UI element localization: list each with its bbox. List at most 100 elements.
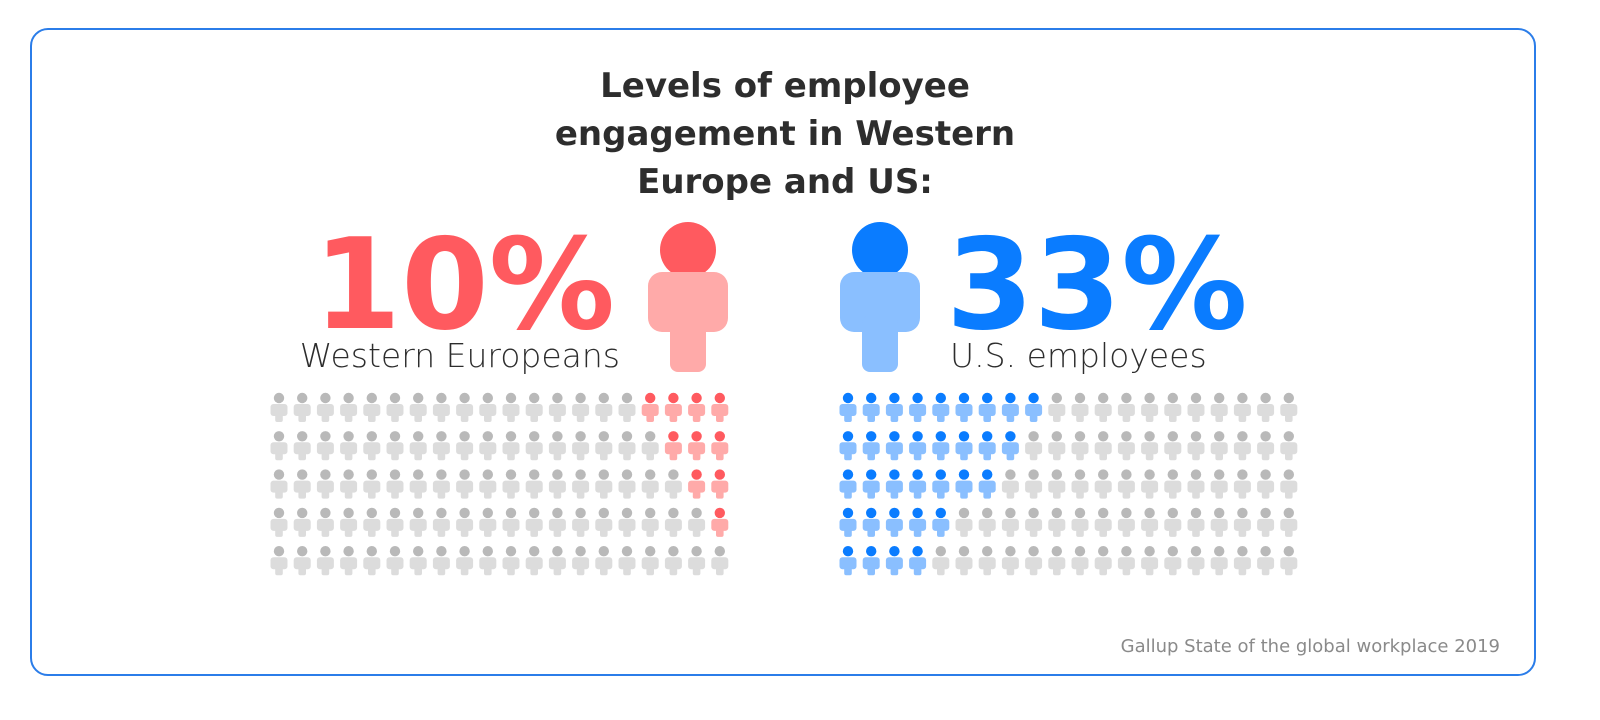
person-body [1141, 404, 1159, 416]
person-icon [595, 392, 613, 422]
person-legs [1215, 566, 1223, 576]
person-body [1094, 480, 1112, 493]
person-icon [409, 469, 427, 499]
person-icon [432, 507, 450, 537]
value-label: 33% [946, 211, 1248, 358]
person-head [413, 469, 424, 480]
person-head [482, 392, 493, 404]
person-body [502, 480, 520, 493]
person-body [572, 557, 590, 570]
person-head [459, 507, 470, 519]
person-legs [344, 413, 353, 422]
person-icon [688, 546, 706, 576]
person-head [320, 431, 331, 442]
person-icon [432, 392, 450, 422]
person-legs [623, 413, 631, 422]
person-head [1121, 469, 1132, 480]
person-body [316, 404, 334, 416]
person-legs [913, 489, 922, 499]
person-head [297, 507, 308, 519]
person-body [664, 480, 682, 493]
person-icon [1233, 507, 1251, 537]
person-legs [275, 451, 283, 461]
highlighted-person [909, 507, 927, 537]
person-head [912, 469, 923, 480]
person-body [1280, 442, 1298, 455]
person-body [525, 557, 543, 570]
person-icon [1001, 507, 1019, 537]
person-legs [368, 413, 376, 422]
person-head [621, 431, 633, 442]
person-body [885, 518, 903, 531]
person-legs [890, 566, 899, 576]
person-body [1187, 557, 1205, 570]
person-body [1048, 557, 1066, 570]
person-icon [1048, 392, 1066, 422]
person-icon [316, 392, 334, 422]
person-icon [1210, 392, 1228, 422]
person-head [413, 431, 424, 442]
person-legs [844, 566, 852, 576]
person-icon [1164, 392, 1182, 422]
person-body [548, 442, 566, 455]
person-icon [1164, 507, 1182, 537]
person-body [618, 404, 636, 416]
person-head [529, 469, 540, 480]
person-head [1051, 469, 1063, 480]
person-legs [937, 451, 945, 461]
person-icon [595, 469, 613, 499]
person-body [932, 480, 950, 493]
person-head [297, 431, 308, 442]
highlighted-person [862, 431, 880, 461]
person-legs [1169, 489, 1177, 499]
person-legs [321, 413, 330, 422]
person-head [1005, 431, 1016, 442]
source: Gallup State of the global workplace 201… [1120, 636, 1500, 657]
person-icon [456, 507, 474, 537]
person-icon [1210, 431, 1228, 461]
person-legs [460, 489, 469, 499]
person-head [1098, 431, 1109, 442]
person-head [598, 469, 609, 480]
person-legs [1285, 527, 1293, 537]
person-icon [363, 469, 381, 499]
person-body [932, 557, 950, 570]
person-legs [1006, 489, 1015, 499]
person-head [1190, 431, 1202, 442]
person-legs [1145, 566, 1154, 576]
person-head [552, 507, 563, 519]
person-body [932, 442, 950, 455]
person-legs [844, 413, 852, 422]
person-body [955, 480, 973, 493]
person-head [1190, 469, 1202, 480]
person-head [1167, 392, 1179, 404]
person-body [1117, 518, 1135, 531]
person-legs [1053, 413, 1061, 422]
person-legs [890, 451, 899, 461]
person-body [978, 557, 996, 570]
person-icon [1257, 392, 1275, 422]
person-icon [1048, 469, 1066, 499]
person-icon [432, 431, 450, 461]
person-legs [937, 527, 945, 537]
person-body [363, 518, 381, 531]
person-head [714, 469, 725, 480]
person-icon [1210, 507, 1228, 537]
person-head [1051, 392, 1063, 404]
person-legs [600, 413, 608, 422]
person-head [389, 469, 401, 480]
person-legs [692, 489, 701, 499]
person-head [1074, 431, 1086, 442]
person-body [1001, 518, 1019, 531]
person-body [432, 480, 450, 493]
person-legs [716, 451, 724, 461]
person-head [958, 392, 970, 404]
person-head [1051, 431, 1063, 442]
series-name: Western Europeans [300, 336, 620, 375]
person-icon [340, 507, 358, 537]
person-head [935, 507, 946, 519]
person-head [482, 546, 493, 557]
person-icon [572, 469, 590, 499]
person-head [320, 546, 331, 557]
person-head [1144, 507, 1155, 519]
